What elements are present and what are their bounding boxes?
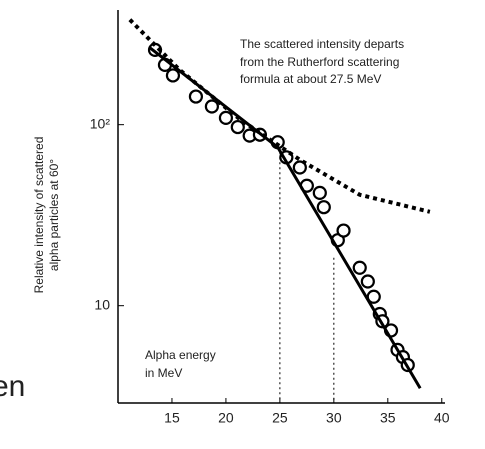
y-axis-label: alpha particles at 60° xyxy=(47,159,61,271)
rutherford-curve xyxy=(128,18,431,214)
x-tick-label: 20 xyxy=(218,410,234,426)
data-point xyxy=(360,274,375,289)
annotation: The scattered intensity departs from the… xyxy=(240,37,404,86)
data-point xyxy=(204,99,219,114)
data-point xyxy=(218,110,234,125)
data-point xyxy=(352,260,367,275)
data-point xyxy=(292,160,307,175)
x-tick-label: 25 xyxy=(272,410,288,426)
fit-line xyxy=(149,46,422,389)
x-tick-label: 30 xyxy=(326,410,342,426)
y-tick-label: 10² xyxy=(90,115,111,131)
x-tick-label: 40 xyxy=(434,410,450,426)
data-point xyxy=(165,68,181,83)
data-point xyxy=(230,119,245,135)
note: Alpha energy xyxy=(145,348,216,362)
annotation-line: formula at about 27.5 MeV xyxy=(240,72,381,86)
x-tick-label: 15 xyxy=(164,410,180,426)
annotation-line: The scattered intensity departs xyxy=(240,37,404,51)
note: in MeV xyxy=(145,366,182,380)
data-point xyxy=(188,89,204,104)
text-fragment: en xyxy=(0,370,25,403)
data-point xyxy=(312,185,327,200)
data-point xyxy=(336,223,351,238)
data-point xyxy=(316,200,331,215)
y-tick-label: 10 xyxy=(94,296,110,312)
y-axis-label: Relative intensity of scattered xyxy=(32,137,46,294)
annotation-line: from the Rutherford scattering xyxy=(240,55,399,69)
x-tick-label: 35 xyxy=(380,410,396,426)
